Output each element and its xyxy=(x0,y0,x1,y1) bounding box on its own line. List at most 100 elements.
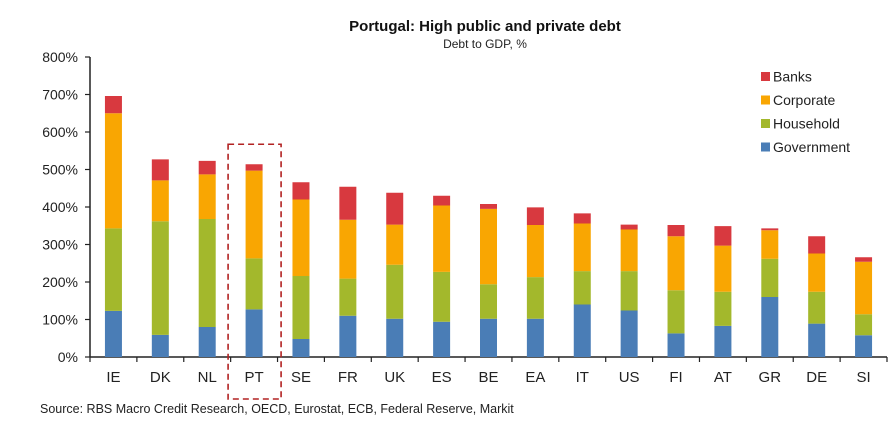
bar-segment-banks-nl xyxy=(198,160,216,175)
x-axis: IE DK NL PT SE FR UK ES BE EA IT US FI AT GR DE SI xyxy=(89,356,888,386)
bar-segment-household-es xyxy=(433,271,451,322)
x-tick-label: DE xyxy=(806,369,827,386)
bar-segment-corporate-si xyxy=(855,261,873,315)
bar-segment-household-si xyxy=(855,314,873,336)
bar-segment-corporate-be xyxy=(480,208,497,285)
legend-label-government: Government xyxy=(773,139,850,155)
bar-segment-corporate-us xyxy=(620,229,638,272)
bar-segment-government-ea xyxy=(526,318,544,357)
bar-segment-banks-gr xyxy=(761,228,779,231)
legend-swatch-banks xyxy=(761,72,770,81)
bar-segment-banks-it xyxy=(573,213,591,224)
legend-label-banks: Banks xyxy=(773,69,812,85)
y-tick-label: 700% xyxy=(42,87,78,103)
bar-segment-banks-de xyxy=(808,236,826,254)
y-tick-label: 400% xyxy=(42,199,78,215)
x-tick-label: ES xyxy=(432,369,452,386)
bar-segment-household-it xyxy=(573,271,591,305)
bar-segment-banks-ea xyxy=(526,207,544,225)
x-tick-label: AT xyxy=(714,369,732,386)
x-tick-label: FR xyxy=(338,369,358,386)
bar-segment-banks-fi xyxy=(667,225,685,237)
bar-segment-corporate-ie xyxy=(104,113,122,229)
y-tick-label: 600% xyxy=(42,124,78,140)
bar-segment-household-gr xyxy=(761,258,779,297)
bar-segment-corporate-uk xyxy=(386,224,404,265)
bar-segment-government-fi xyxy=(667,333,685,357)
legend-label-corporate: Corporate xyxy=(773,92,835,108)
bar-segment-household-ie xyxy=(104,228,122,311)
y-tick-label: 0% xyxy=(58,349,78,365)
highlight-box xyxy=(227,143,282,400)
bar-segment-household-at xyxy=(714,291,732,326)
y-tick-label: 500% xyxy=(42,162,78,178)
bar-segment-government-us xyxy=(620,310,638,357)
bar-segment-government-se xyxy=(292,339,310,357)
bar-segment-household-us xyxy=(620,271,638,311)
bar-segment-government-si xyxy=(855,335,873,357)
bars xyxy=(104,96,873,357)
y-tick-label: 100% xyxy=(42,312,78,328)
bar-segment-government-de xyxy=(808,323,826,357)
x-tick-label: DK xyxy=(150,369,171,386)
bar-segment-household-se xyxy=(292,276,310,339)
bar-segment-banks-si xyxy=(855,257,873,262)
y-tick-label: 300% xyxy=(42,237,78,253)
bar-segment-household-nl xyxy=(198,219,216,327)
bar-segment-government-nl xyxy=(198,327,216,357)
source-note: Source: RBS Macro Credit Research, OECD,… xyxy=(40,402,514,416)
bar-segment-banks-fr xyxy=(339,186,357,220)
bar-segment-corporate-nl xyxy=(198,174,216,219)
x-tick-label: UK xyxy=(384,369,405,386)
bar-segment-household-dk xyxy=(151,221,169,335)
highlight-box-group xyxy=(227,143,282,400)
bar-segment-banks-pt xyxy=(245,164,263,171)
bar-segment-banks-be xyxy=(480,204,497,209)
bar-segment-government-pt xyxy=(245,309,263,357)
bar-segment-corporate-at xyxy=(714,245,732,292)
y-axis: 0% 100% 200% 300% 400% 500% 600% 700% 800% xyxy=(42,49,91,365)
bar-segment-banks-se xyxy=(292,182,310,200)
bar-segment-corporate-gr xyxy=(761,230,779,259)
legend-swatch-corporate xyxy=(761,95,770,105)
bar-segment-government-be xyxy=(480,318,497,357)
bar-segment-government-ie xyxy=(104,310,122,357)
bar-segment-corporate-dk xyxy=(151,180,169,222)
bar-segment-government-fr xyxy=(339,315,357,357)
chart-subtitle: Debt to GDP, % xyxy=(443,37,527,51)
legend-swatch-government xyxy=(761,142,770,152)
bar-segment-corporate-se xyxy=(292,199,310,276)
bar-segment-government-dk xyxy=(151,334,169,357)
bar-segment-corporate-ea xyxy=(526,225,544,278)
bar-segment-corporate-es xyxy=(433,205,451,272)
bar-segment-household-fi xyxy=(667,290,685,334)
bar-segment-household-uk xyxy=(386,264,404,319)
x-tick-label: EA xyxy=(525,369,545,386)
bar-segment-household-ea xyxy=(526,277,544,319)
bar-segment-household-fr xyxy=(339,278,357,316)
bar-segment-banks-ie xyxy=(104,96,122,114)
bar-segment-household-be xyxy=(480,284,497,319)
x-tick-label: NL xyxy=(198,369,217,386)
bar-segment-government-es xyxy=(433,321,451,357)
bar-segment-banks-at xyxy=(714,226,732,246)
x-tick-label: IE xyxy=(106,369,120,386)
legend-label-household: Household xyxy=(773,116,840,132)
x-tick-label: US xyxy=(619,369,640,386)
x-tick-label: BE xyxy=(478,369,498,386)
legend-swatch-household xyxy=(761,119,770,128)
bar-segment-corporate-pt xyxy=(245,170,263,259)
bar-segment-banks-dk xyxy=(151,159,169,181)
y-tick-label: 800% xyxy=(42,49,78,65)
bar-segment-government-it xyxy=(573,304,591,357)
legend: Banks Corporate Household Government xyxy=(761,69,850,155)
bar-segment-government-uk xyxy=(386,318,404,357)
chart-title: Portugal: High public and private debt xyxy=(349,18,621,35)
x-tick-label: GR xyxy=(759,369,782,386)
bar-segment-banks-us xyxy=(620,224,638,230)
x-tick-label: PT xyxy=(245,369,264,386)
bar-segment-corporate-de xyxy=(808,253,826,292)
x-tick-label: IT xyxy=(576,369,589,386)
bar-segment-household-de xyxy=(808,291,826,324)
